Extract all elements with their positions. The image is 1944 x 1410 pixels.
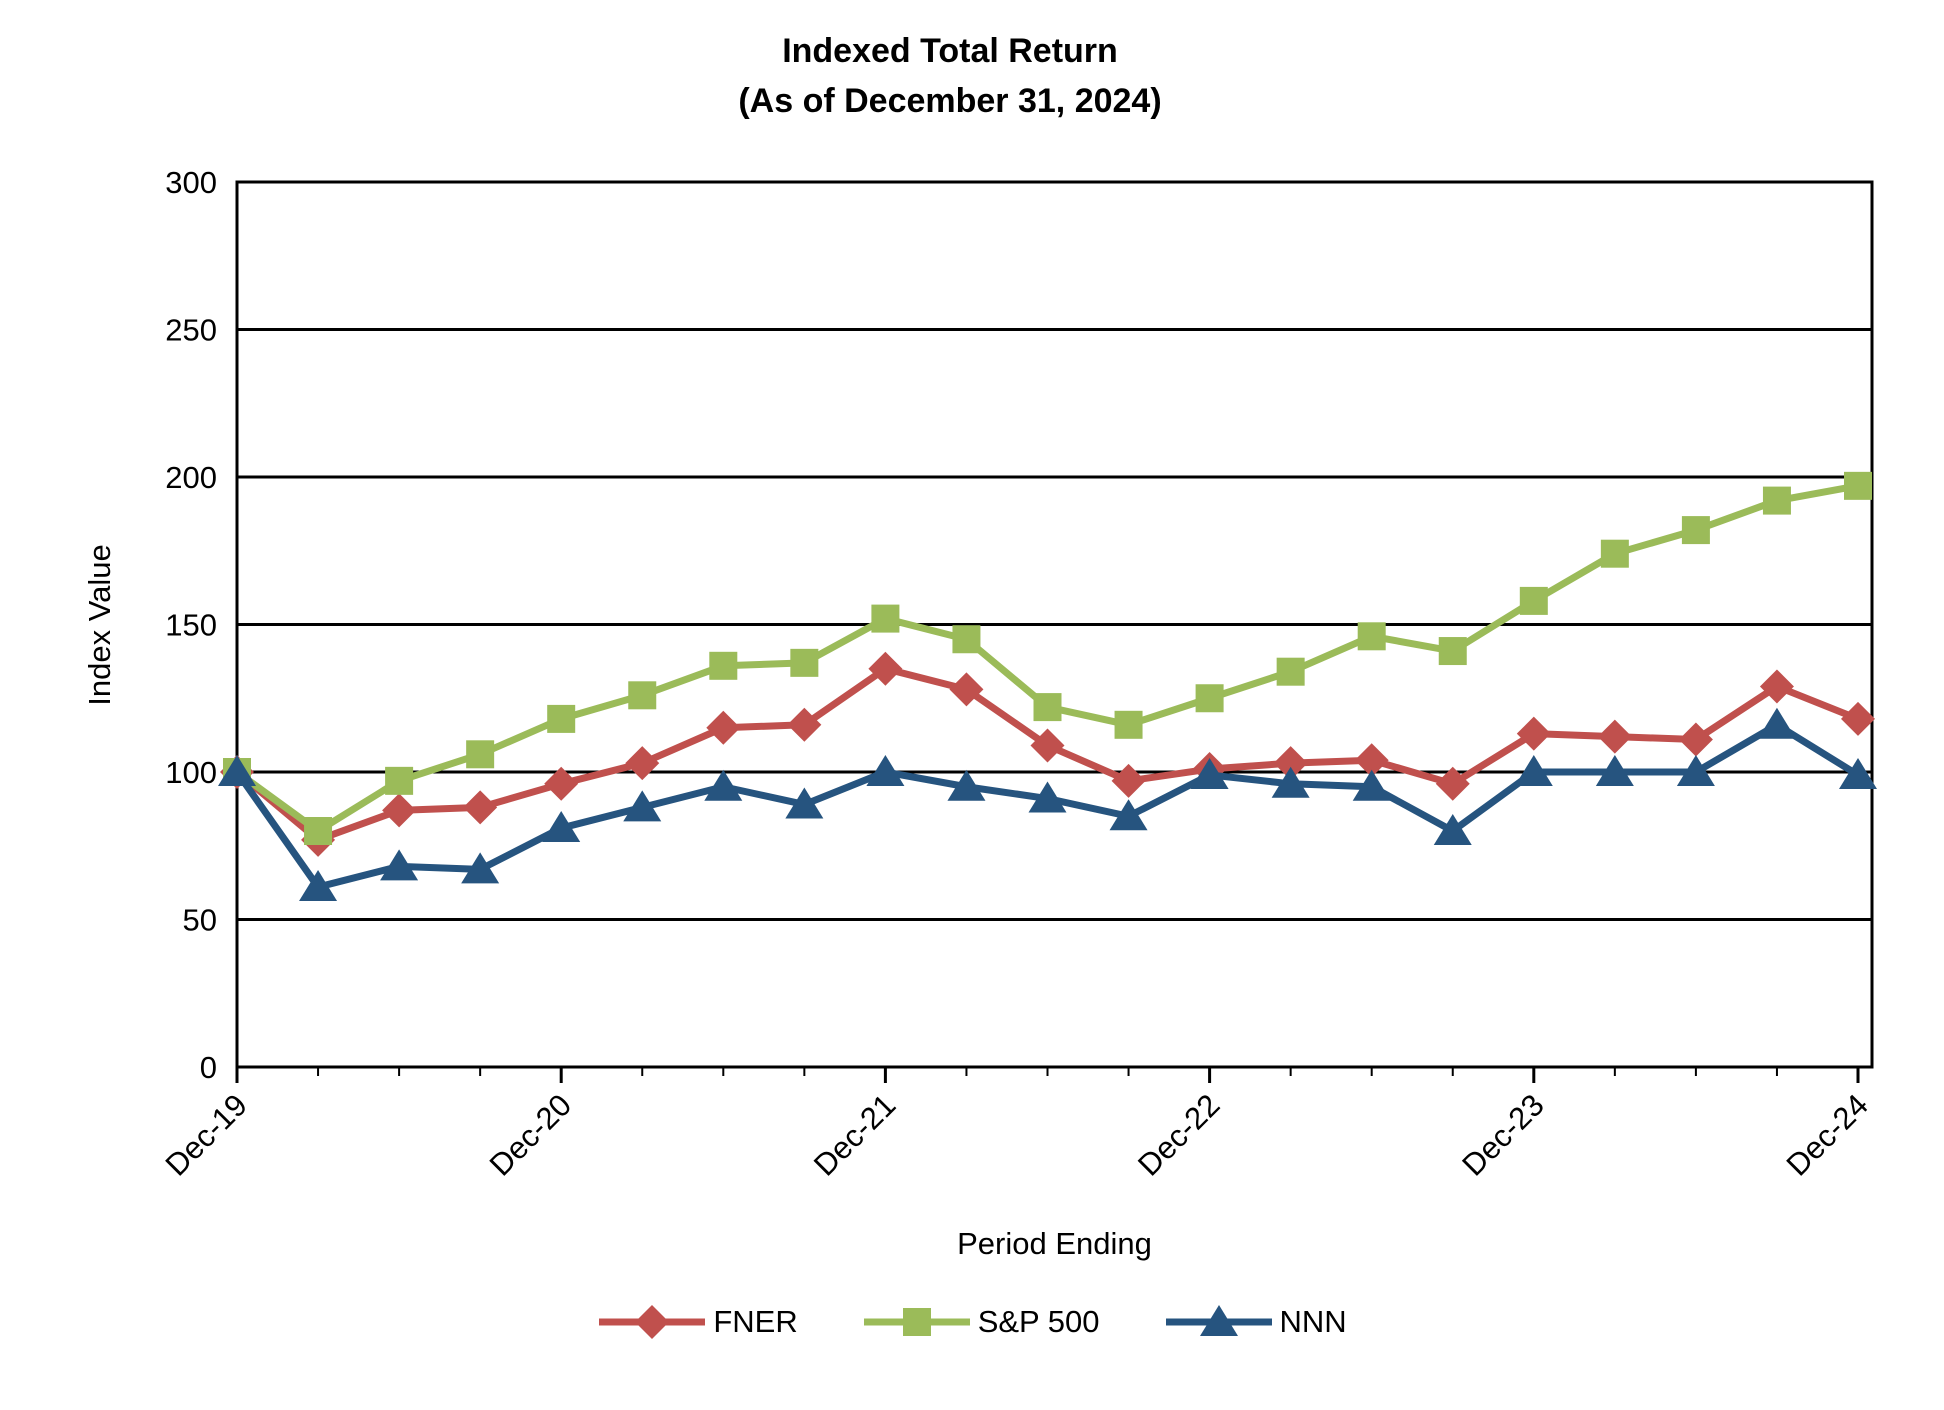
series-NNN-marker-Sep-22 [1109,799,1148,831]
series-NNN-marker-Dec-24 [1839,757,1877,789]
series-FNER-marker-Sep-22 [1111,763,1146,798]
x-tick-label-Dec-21: Dec-21 [807,1087,902,1182]
series-FNER-marker-Jun-24 [1678,722,1713,757]
plot-border [235,180,1874,1069]
series-NNN-marker-Mar-20 [299,870,338,902]
square-marker-icon [863,1308,970,1336]
series-NNN-marker-Jun-21 [704,769,743,801]
series-S&P 500 [223,471,1872,845]
series-FNER-marker-Mar-23 [1273,746,1308,781]
chart-title-line-1: Indexed Total Return [782,32,1118,70]
series-FNER-marker-Jun-20 [382,793,417,828]
x-tick-label-Dec-19: Dec-19 [159,1087,254,1182]
series-S&P 500-marker-Mar-21 [628,681,657,710]
diamond-marker-icon [599,1305,706,1339]
series-S&P 500-marker-Dec-23 [1519,586,1548,615]
legend-label-fner: FNER [713,1304,798,1339]
series-S&P 500-marker-Sep-23 [1438,637,1467,666]
series-NNN-marker-Sep-23 [1433,814,1472,845]
y-tick-label-150: 150 [165,608,217,643]
legend-marker-NNN [1199,1305,1238,1336]
series-FNER-marker-Mar-22 [949,672,984,707]
legend-marker-FNER [635,1305,670,1339]
legend-label-nnn: NNN [1279,1304,1347,1339]
series-S&P 500-marker-Dec-21 [871,604,900,633]
series-NNN-marker-Dec-22 [1190,757,1229,789]
y-tick-label-50: 50 [183,903,217,938]
series-S&P 500-marker-Sep-21 [790,648,819,677]
series-FNER-marker-Jun-21 [706,710,741,745]
series-S&P 500-marker-Sep-20 [466,740,495,769]
series-S&P 500-marker-Mar-22 [952,625,981,654]
y-tick-label-100: 100 [165,755,217,790]
series-S&P 500-marker-Jun-22 [1033,693,1062,722]
series-FNER-marker-Mar-24 [1597,719,1632,754]
series-FNER-marker-Mar-21 [625,746,660,781]
series-S&P 500-marker-Mar-20 [304,817,333,845]
series-FNER-marker-Jun-22 [1030,728,1065,763]
series-NNN-marker-Dec-23 [1514,755,1553,786]
legend-item-nnn: NNN [1164,1300,1347,1344]
series-S&P 500-marker-Jun-24 [1681,516,1710,545]
x-tick-label-Dec-22: Dec-22 [1131,1087,1226,1182]
series-FNER-marker-Dec-24 [1841,701,1875,736]
x-tick-label-Dec-24: Dec-24 [1780,1087,1875,1182]
series-NNN-marker-Jun-22 [1028,781,1067,813]
series-NNN-marker-Jun-23 [1352,769,1391,801]
y-tick-label-300: 300 [165,165,217,200]
legend-marker-S&P 500 [902,1308,931,1336]
legend-item-sp500: S&P 500 [862,1300,1100,1344]
series-NNN-marker-Dec-21 [866,755,905,786]
legend-item-fner: FNER [597,1300,798,1344]
series-FNER-marker-Jun-23 [1354,743,1389,778]
series-FNER-marker-Dec-20 [544,766,579,801]
series-S&P 500-marker-Dec-22 [1195,684,1224,713]
series-S&P 500-marker-Dec-24 [1844,471,1872,500]
series-S&P 500-marker-Jun-23 [1357,622,1386,651]
series-NNN-marker-Jun-20 [380,849,419,881]
series-S&P 500-marker-Jun-21 [709,651,738,680]
series-NNN-marker-Sep-20 [461,852,500,884]
series-NNN-marker-Sep-21 [785,787,824,819]
x-tick-label-Dec-20: Dec-20 [483,1087,578,1182]
series-S&P 500-marker-Mar-23 [1276,657,1305,686]
series-FNER-marker-Sep-24 [1759,669,1794,704]
series-NNN-marker-Mar-22 [947,769,986,801]
series-FNER-marker-Sep-21 [787,707,822,742]
y-tick-label-0: 0 [200,1050,217,1085]
series-NNN-marker-Sep-24 [1757,707,1796,739]
series-NNN-marker-Jun-24 [1676,755,1715,786]
triangle-marker-icon [1165,1305,1272,1336]
y-tick-label-250: 250 [165,313,217,348]
series-NNN-marker-Dec-19 [218,755,256,786]
legend: FNER S&P 500 NNN [0,1300,1944,1344]
series-NNN-marker-Mar-21 [623,790,662,822]
series-S&P 500-marker-Mar-24 [1600,539,1629,568]
series-S&P 500-marker-Jun-20 [385,766,414,795]
series-FNER-marker-Dec-23 [1516,716,1551,751]
x-tick-label-Dec-23: Dec-23 [1455,1087,1550,1182]
series-S&P 500-marker-Sep-22 [1114,710,1143,739]
series-NNN-marker-Mar-24 [1595,755,1634,786]
series-FNER-marker-Dec-21 [868,651,903,686]
legend-label-sp500: S&P 500 [977,1304,1100,1339]
series-FNER-marker-Sep-23 [1435,766,1470,801]
x-axis-title: Period Ending [957,1226,1152,1261]
series-NNN-marker-Mar-23 [1271,766,1310,798]
series-FNER-marker-Sep-20 [463,790,498,825]
chart-title: Indexed Total Return (As of December 31,… [0,26,1900,126]
series-S&P 500-marker-Dec-20 [547,704,576,733]
y-tick-label-200: 200 [165,460,217,495]
series-S&P 500-marker-Sep-24 [1762,486,1791,515]
chart-title-line-2: (As of December 31, 2024) [738,82,1162,120]
series-NNN [218,707,1877,902]
series-NNN-marker-Dec-20 [542,811,581,843]
